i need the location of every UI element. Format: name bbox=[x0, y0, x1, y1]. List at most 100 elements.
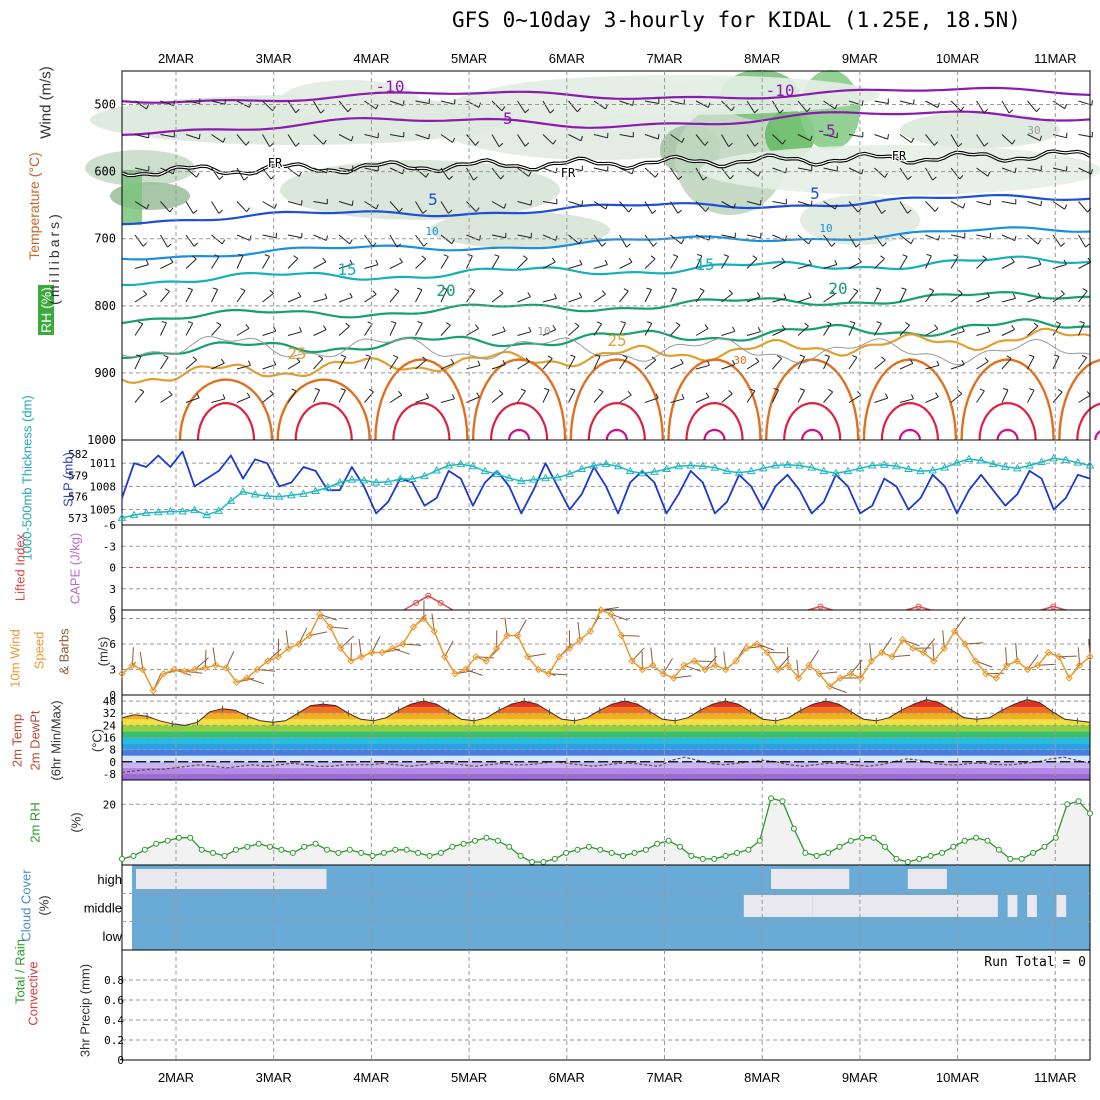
contour-label: 10 bbox=[425, 225, 438, 238]
rh-shading bbox=[280, 80, 420, 120]
wind-barb-flag bbox=[298, 326, 302, 333]
wind-speed-marker bbox=[180, 667, 189, 675]
thickness-marker bbox=[371, 478, 381, 486]
rh-marker bbox=[927, 852, 934, 859]
wind-barb-flag bbox=[552, 139, 557, 145]
wind-barb bbox=[823, 234, 833, 247]
wind-barb-flag bbox=[1011, 139, 1016, 145]
isotherm-30 bbox=[569, 358, 664, 441]
wind-barb bbox=[160, 290, 170, 303]
wind-barb-flag bbox=[192, 356, 197, 361]
thickness-marker bbox=[879, 460, 889, 468]
wind-barb-flag bbox=[501, 106, 506, 112]
wind-barb bbox=[925, 255, 932, 269]
wind-speed-marker bbox=[170, 665, 178, 674]
rh-marker bbox=[472, 837, 478, 844]
wind-barb-flag bbox=[1060, 290, 1065, 295]
wind-barb bbox=[160, 261, 174, 269]
wind-barb bbox=[721, 293, 733, 303]
thickness-line bbox=[121, 457, 1091, 519]
wind-speed-marker bbox=[388, 644, 397, 652]
wind-speed-marker bbox=[472, 653, 480, 661]
x-axes: 2MAR 2MAR 3MAR 3MAR 4MAR 4MAR 5MAR 5MAR 6MAR 6MAR… bbox=[158, 51, 1077, 1085]
wind-barb bbox=[823, 167, 838, 172]
wind-barb-10m bbox=[683, 664, 702, 672]
wind-barb-flag bbox=[1064, 204, 1068, 210]
isotherm-35 bbox=[685, 402, 744, 441]
wind-barb bbox=[593, 391, 604, 403]
wind-barb bbox=[644, 323, 653, 336]
wind-barb bbox=[976, 201, 991, 206]
wind-barb bbox=[287, 201, 302, 206]
wind-barb-flag bbox=[345, 322, 350, 327]
wind-barb bbox=[772, 329, 786, 336]
thickness-marker bbox=[238, 487, 248, 495]
lifted-index-marker bbox=[915, 603, 922, 610]
wind-barb-flag bbox=[905, 322, 910, 326]
wind-barb-flag bbox=[626, 243, 631, 248]
wind-barb bbox=[1052, 323, 1061, 336]
rh-marker bbox=[870, 834, 877, 841]
temp-band bbox=[122, 737, 1090, 744]
rh-marker bbox=[1075, 798, 1082, 805]
isotherm-35 bbox=[587, 402, 646, 441]
rh-marker bbox=[449, 843, 456, 850]
wind-barb bbox=[899, 134, 912, 144]
rh-marker bbox=[688, 852, 695, 859]
wind-barb-flag bbox=[932, 176, 937, 181]
wind-barb-flag bbox=[324, 293, 328, 299]
wind-speed-marker bbox=[357, 653, 366, 661]
wind-barb-10m bbox=[319, 613, 337, 621]
wind-barb-flag bbox=[142, 242, 148, 247]
wind-barb-flag bbox=[220, 358, 225, 364]
precip-tick-label: 0.6 bbox=[104, 994, 124, 1007]
wind-barb bbox=[211, 256, 220, 269]
wind-barb bbox=[823, 134, 838, 139]
wind-barb bbox=[185, 234, 195, 247]
rh-marker bbox=[141, 846, 148, 853]
wind-speed-marker bbox=[222, 664, 230, 672]
pressure-tick-label: 700 bbox=[94, 232, 116, 246]
wind-barb bbox=[695, 134, 706, 146]
wind-barb bbox=[287, 296, 302, 303]
wind-barb-flag bbox=[979, 388, 985, 392]
wind-barb bbox=[236, 201, 247, 213]
wind-barb bbox=[899, 289, 907, 303]
wind-barb-flag bbox=[601, 242, 607, 247]
wind-barb bbox=[262, 201, 275, 209]
wind-barb bbox=[287, 167, 300, 177]
wind-barb bbox=[619, 261, 633, 269]
lifted-index-tick-label: -6 bbox=[103, 519, 116, 532]
wind-barb-flag bbox=[936, 360, 940, 366]
wind-barb-flag bbox=[574, 322, 580, 327]
wind-barb-flag bbox=[806, 107, 811, 113]
thickness-marker bbox=[722, 466, 732, 475]
wind-barb-flag bbox=[161, 321, 167, 324]
wind-barb-flag bbox=[810, 135, 813, 141]
wind-barb bbox=[491, 293, 504, 303]
wind-barb bbox=[925, 396, 939, 403]
rh-marker bbox=[335, 849, 342, 856]
slp-thickness-panel: 1011 1008 1005 582 579 576 573 bbox=[68, 439, 1095, 526]
wind-barb-flag bbox=[555, 235, 558, 241]
thickness-marker bbox=[819, 466, 829, 475]
wind-barb-flag bbox=[198, 133, 201, 139]
wind-speed-marker bbox=[617, 631, 626, 640]
wind-barb-10m bbox=[444, 640, 454, 658]
wind-barb bbox=[721, 100, 732, 112]
wind-barb-flag bbox=[1082, 288, 1088, 292]
ylabel-2m-temp: 2m Temp bbox=[9, 713, 25, 768]
temp-band bbox=[122, 699, 1090, 702]
rh-marker bbox=[950, 843, 957, 850]
wind-barb bbox=[517, 167, 530, 177]
wind-barb bbox=[466, 134, 476, 146]
isotherm-35 bbox=[1076, 402, 1100, 441]
wind-barb bbox=[185, 134, 200, 140]
wind-barb bbox=[440, 398, 455, 403]
wind-barb-flag bbox=[320, 109, 325, 114]
wind-barb-flag bbox=[474, 324, 479, 329]
wind-barb bbox=[517, 361, 530, 370]
wind-barb bbox=[236, 167, 245, 181]
wind-barb bbox=[874, 323, 882, 336]
wind-barb bbox=[313, 358, 324, 370]
